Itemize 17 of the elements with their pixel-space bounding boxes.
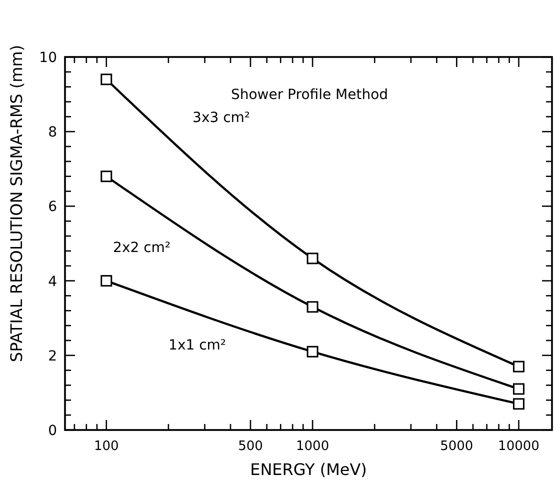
x-tick-label: 1000 — [296, 439, 330, 454]
y-tick-label: 0 — [48, 423, 57, 439]
y-tick-label: 8 — [48, 124, 57, 141]
x-axis-title: ENERGY (MeV) — [250, 460, 367, 479]
x-tick-label: 100 — [94, 439, 119, 454]
series-label: 3x3 cm² — [192, 110, 250, 126]
y-tick-label: 6 — [48, 199, 58, 216]
y-tick-label: 2 — [48, 348, 57, 364]
x-tick-label: 10000 — [498, 439, 540, 454]
y-tick-label: 10 — [39, 50, 57, 66]
annotation: Shower Profile Method — [230, 87, 388, 103]
y-axis-title: SPATIAL RESOLUTION SIGMA-RMS (mm) — [7, 44, 26, 362]
y-tick-label: 4 — [48, 274, 58, 290]
x-tick-label: 5000 — [440, 439, 474, 454]
x-tick-label: 500 — [238, 439, 263, 454]
series-label: 1x1 cm² — [168, 338, 226, 354]
series-label: 2x2 cm² — [113, 240, 171, 256]
